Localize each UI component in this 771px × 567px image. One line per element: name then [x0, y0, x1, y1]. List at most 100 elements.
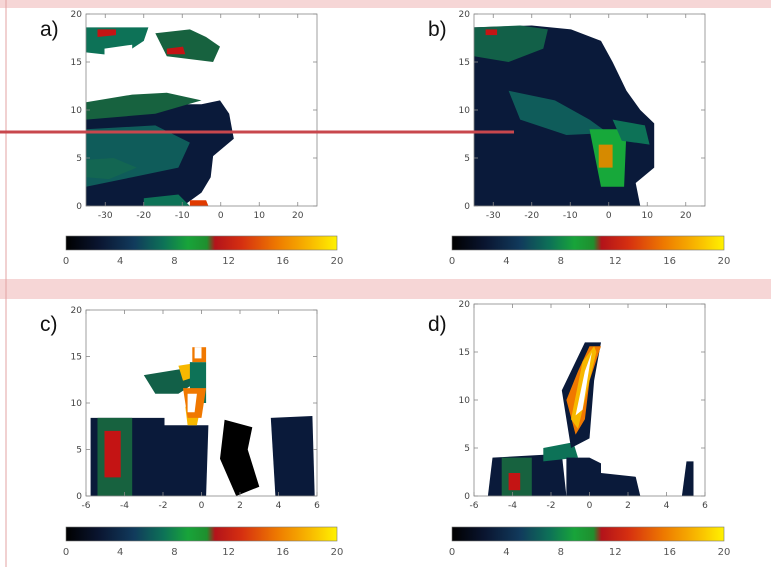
x-tick-label: -20	[136, 211, 151, 221]
colorbar-tick-label: 16	[276, 256, 289, 267]
colorbar-tick-label: 12	[222, 256, 235, 267]
colorbar-tick-label: 8	[558, 256, 564, 267]
y-tick-label: 15	[71, 58, 82, 68]
colorbar-tick-label: 16	[276, 547, 289, 558]
x-tick-label: -30	[98, 211, 113, 221]
colorbar	[451, 235, 725, 251]
heatmap-region	[598, 144, 613, 168]
heatmap-field	[474, 25, 655, 206]
panel-label-b: b)	[428, 18, 447, 41]
colorbar-tick-label: 20	[718, 256, 731, 267]
x-tick-label: -30	[486, 211, 501, 221]
heatmap-region	[270, 416, 315, 496]
heatmap-region	[508, 473, 521, 491]
x-tick-label: -10	[563, 211, 578, 221]
x-tick-label: 10	[642, 211, 654, 221]
colorbar-tick-label: 12	[609, 547, 622, 558]
heatmap-region	[164, 425, 209, 496]
colorbar-tick-label: 4	[117, 256, 123, 267]
heatmap-region	[220, 419, 260, 496]
middle-band	[0, 279, 771, 299]
y-tick-label: 15	[71, 353, 82, 363]
heatmap-region	[86, 92, 202, 120]
x-tick-label: 0	[606, 211, 612, 221]
heatmap-region	[104, 44, 133, 62]
x-tick-label: -10	[175, 211, 190, 221]
x-tick-label: 6	[314, 501, 320, 511]
y-tick-label: 5	[464, 154, 470, 164]
heatmap-field	[86, 27, 234, 206]
heatmap-region	[566, 457, 601, 496]
colorbar-tick-label: 20	[331, 256, 344, 267]
colorbar-tick-label: 20	[718, 547, 731, 558]
y-tick-label: 15	[459, 58, 470, 68]
colorbar-tick-label: 0	[449, 256, 455, 267]
panel-b: -30 -20 -10 0 10 20 0 5 10 15 20 0 4 8 12 16 20	[449, 10, 731, 267]
y-tick-label: 5	[76, 446, 82, 456]
y-tick-label: 20	[459, 300, 471, 310]
colorbar-tick-label: 8	[558, 547, 564, 558]
heatmap-region	[508, 90, 608, 135]
colorbar-tick-label: 12	[222, 547, 235, 558]
heatmap-region	[575, 352, 592, 416]
colorbar	[65, 235, 338, 251]
x-tick-label: 0	[199, 501, 205, 511]
y-tick-label: 20	[459, 10, 471, 20]
panel-c: -6 -4 -2 0 2 4 6 0 5 10 15 20 0 4 8 12 16 20	[63, 306, 344, 558]
panel-label-c: c)	[40, 313, 58, 336]
colorbar-tick-label: 4	[503, 547, 509, 558]
heatmap-region	[104, 430, 121, 478]
x-tick-label: 6	[702, 501, 708, 511]
x-tick-label: 0	[587, 501, 593, 511]
colorbar-tick-label: 4	[117, 547, 123, 558]
heatmap-region	[86, 158, 137, 180]
colorbar-tick-label: 16	[663, 256, 676, 267]
x-tick-label: 10	[254, 211, 266, 221]
top-band	[0, 0, 771, 8]
colorbar-tick-label: 8	[171, 547, 177, 558]
heatmap-field	[90, 347, 315, 496]
x-tick-label: 2	[237, 501, 243, 511]
y-tick-label: 10	[71, 399, 83, 409]
x-tick-label: 20	[680, 211, 692, 221]
colorbar-tick-label: 0	[63, 256, 69, 267]
colorbar	[451, 526, 725, 542]
y-tick-label: 20	[71, 306, 83, 316]
panel-label-d: d)	[428, 313, 447, 336]
heatmap-region	[612, 119, 650, 145]
y-tick-label: 5	[464, 444, 470, 454]
x-tick-label: 4	[276, 501, 282, 511]
heatmap-region	[187, 393, 197, 413]
x-tick-label: -2	[547, 501, 556, 511]
heatmap-region	[189, 200, 209, 206]
colorbar-tick-label: 12	[609, 256, 622, 267]
x-tick-label: -6	[470, 501, 479, 511]
x-tick-label: -4	[120, 501, 129, 511]
heatmap-region	[97, 29, 116, 37]
colorbar-tick-label: 0	[449, 547, 455, 558]
heatmap-region	[155, 29, 220, 62]
y-tick-label: 10	[71, 106, 83, 116]
panel-a: -30 -20 -10 0 10 20 0 5 10 15 20 0 4 8 12 16 20	[63, 10, 344, 267]
y-tick-label: 20	[71, 10, 83, 20]
y-tick-label: 5	[76, 154, 82, 164]
x-tick-label: -4	[508, 501, 517, 511]
y-tick-label: 0	[464, 202, 470, 212]
x-tick-label: -20	[524, 211, 539, 221]
heatmap-region	[543, 442, 578, 462]
y-tick-label: 15	[459, 348, 470, 358]
y-tick-label: 0	[76, 492, 82, 502]
heatmap-region	[485, 29, 498, 36]
heatmap-region	[601, 473, 641, 496]
colorbar-tick-label: 20	[331, 547, 344, 558]
colorbar-tick-label: 4	[503, 256, 509, 267]
heatmap-region	[166, 46, 186, 55]
y-tick-label: 10	[459, 106, 471, 116]
x-tick-label: -6	[82, 501, 91, 511]
x-tick-label: 2	[625, 501, 631, 511]
colorbar-tick-label: 16	[663, 547, 676, 558]
y-tick-label: 0	[464, 492, 470, 502]
y-tick-label: 0	[76, 202, 82, 212]
panel-d: -6 -4 -2 0 2 4 6 0 5 10 15 20 0 4 8 12 16 20	[449, 300, 731, 558]
